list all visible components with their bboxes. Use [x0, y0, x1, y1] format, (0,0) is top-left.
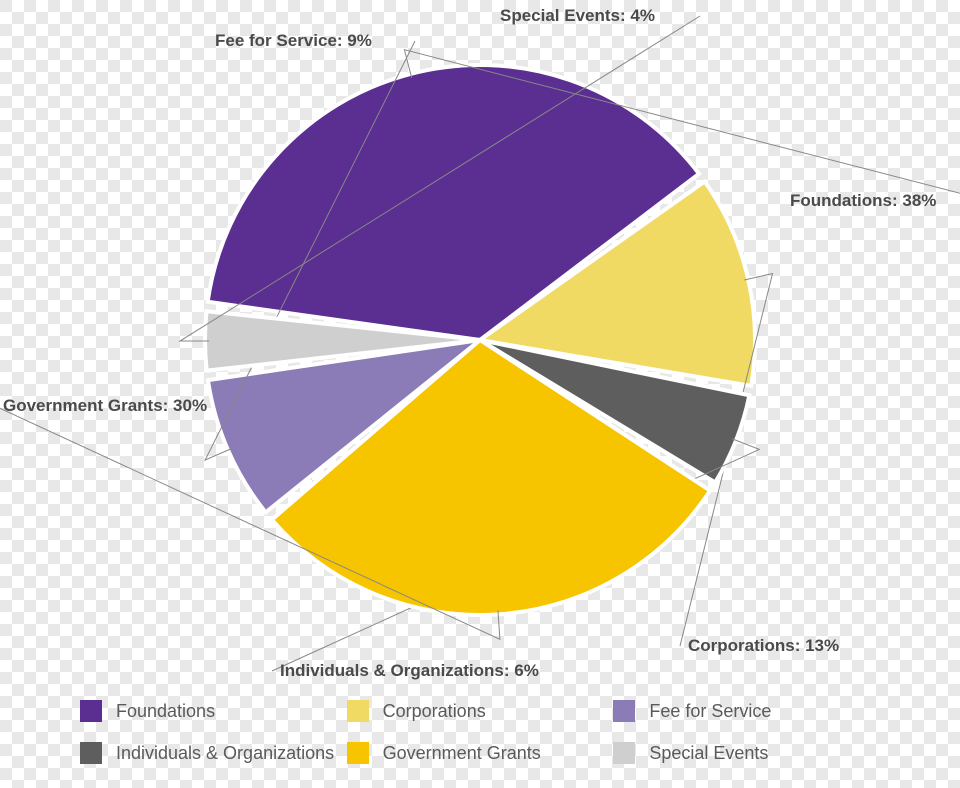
legend-swatch: [613, 700, 635, 722]
slice-label: Corporations: 13%: [688, 636, 839, 656]
legend-item: Individuals & Organizations: [80, 742, 347, 764]
slice-label: Fee for Service: 9%: [215, 31, 372, 51]
legend-label: Special Events: [649, 743, 768, 764]
legend-label: Foundations: [116, 701, 215, 722]
slice-label: Special Events: 4%: [500, 6, 655, 26]
legend-item: Corporations: [347, 700, 614, 722]
legend-swatch: [80, 700, 102, 722]
legend-label: Government Grants: [383, 743, 541, 764]
legend-label: Corporations: [383, 701, 486, 722]
legend-item: Fee for Service: [613, 700, 880, 722]
legend-swatch: [613, 742, 635, 764]
legend-label: Individuals & Organizations: [116, 743, 334, 764]
legend-swatch: [347, 742, 369, 764]
legend-swatch: [347, 700, 369, 722]
legend: Foundations Corporations Fee for Service In…: [0, 700, 960, 764]
slice-label: Government Grants: 30%: [3, 396, 207, 416]
legend-label: Fee for Service: [649, 701, 771, 722]
legend-item: Special Events: [613, 742, 880, 764]
pie-chart-svg: [0, 0, 960, 680]
pie-chart-area: Foundations: 38% Corporations: 13% Individ…: [0, 0, 960, 680]
legend-item: Foundations: [80, 700, 347, 722]
slice-label: Individuals & Organizations: 6%: [280, 661, 539, 681]
legend-swatch: [80, 742, 102, 764]
slice-label: Foundations: 38%: [790, 191, 936, 211]
legend-item: Government Grants: [347, 742, 614, 764]
